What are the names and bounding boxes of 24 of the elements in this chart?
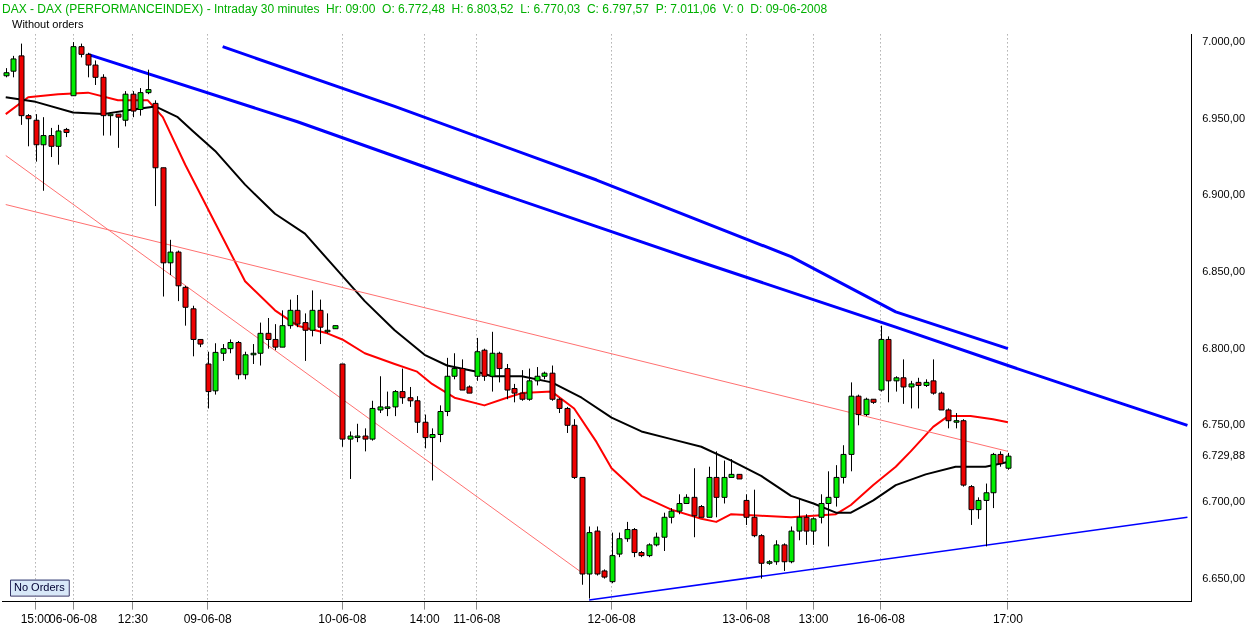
text: Without orders — [12, 18, 85, 31]
y-tick-label: 6.700,00 — [1202, 494, 1246, 507]
y-tick-label: 6.850,00 — [1202, 265, 1246, 278]
y-tick-label: 6.750,00 — [1202, 418, 1246, 431]
x-tick-label: 14:00 — [409, 612, 440, 627]
annotation: No Orders — [14, 580, 66, 593]
x-tick-label: 12:30 — [117, 612, 149, 627]
x-tick-label: 15:00 — [20, 612, 51, 627]
y-tick-label: 6.800,00 — [1202, 341, 1246, 354]
chart-title: DAX - DAX (PERFORMANCEINDEX) - Intraday 30 minutes Hr: 09:00 O: 6.772,48 H: 6.803,52 L: 6.770,03 C: 6.797,57 P: 7.011,06 V: 0 D: 09-06-2008 — [2, 1, 828, 16]
y-tick-label: 6.650,00 — [1202, 571, 1246, 584]
x-tick-label: 16-06-08 — [856, 612, 906, 627]
x-tick-label: 11-06-08 — [453, 612, 501, 627]
y-tick-label: 7.000,00 — [1202, 35, 1246, 48]
x-tick-label: 13:00 — [798, 612, 829, 627]
x-tick-label: 06-06-08 — [49, 612, 98, 627]
y-tick-label: 6.729,88 — [1202, 449, 1246, 462]
x-tick-label: 09-06-08 — [183, 612, 233, 627]
x-tick-label: 10-06-08 — [318, 612, 367, 627]
x-tick-label: 13-06-08 — [722, 612, 771, 627]
y-tick-label: 6.950,00 — [1202, 111, 1246, 124]
y-tick-label: 6.900,00 — [1202, 188, 1246, 201]
x-tick-label: 12-06-08 — [587, 612, 636, 627]
x-tick-label: 17:00 — [992, 612, 1024, 627]
